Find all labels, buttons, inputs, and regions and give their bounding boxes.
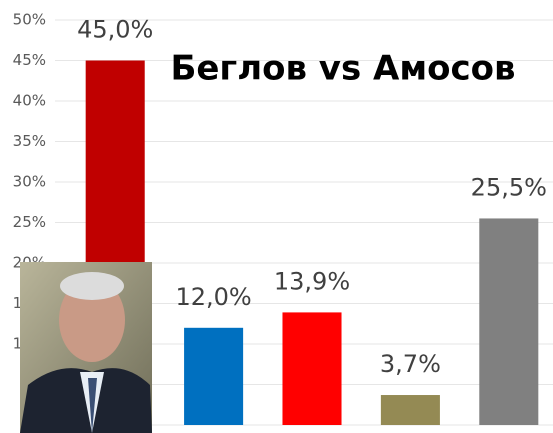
- page: 0%5%10%15%20%25%30%35%40%45%50%45,0%12,0…: [0, 0, 553, 433]
- portrait-photo: [20, 262, 152, 433]
- chart: 0%5%10%15%20%25%30%35%40%45%50%45,0%12,0…: [0, 0, 553, 433]
- value-label: 25,5%: [471, 173, 547, 201]
- bar: [381, 395, 440, 425]
- y-tick-label: 30%: [13, 173, 46, 191]
- y-tick-label: 40%: [13, 92, 46, 110]
- y-tick-label: 35%: [13, 132, 46, 150]
- value-label: 13,9%: [274, 267, 350, 295]
- y-tick-label: 45%: [13, 51, 46, 69]
- bar: [282, 312, 341, 425]
- chart-title: Беглов vs Амосов: [170, 49, 515, 89]
- value-label: 3,7%: [380, 350, 441, 378]
- y-tick-label: 25%: [13, 213, 46, 231]
- value-label: 45,0%: [77, 16, 153, 44]
- y-tick-label: 50%: [13, 11, 46, 29]
- bar: [184, 328, 243, 425]
- bar: [479, 218, 538, 425]
- value-label: 12,0%: [175, 283, 251, 311]
